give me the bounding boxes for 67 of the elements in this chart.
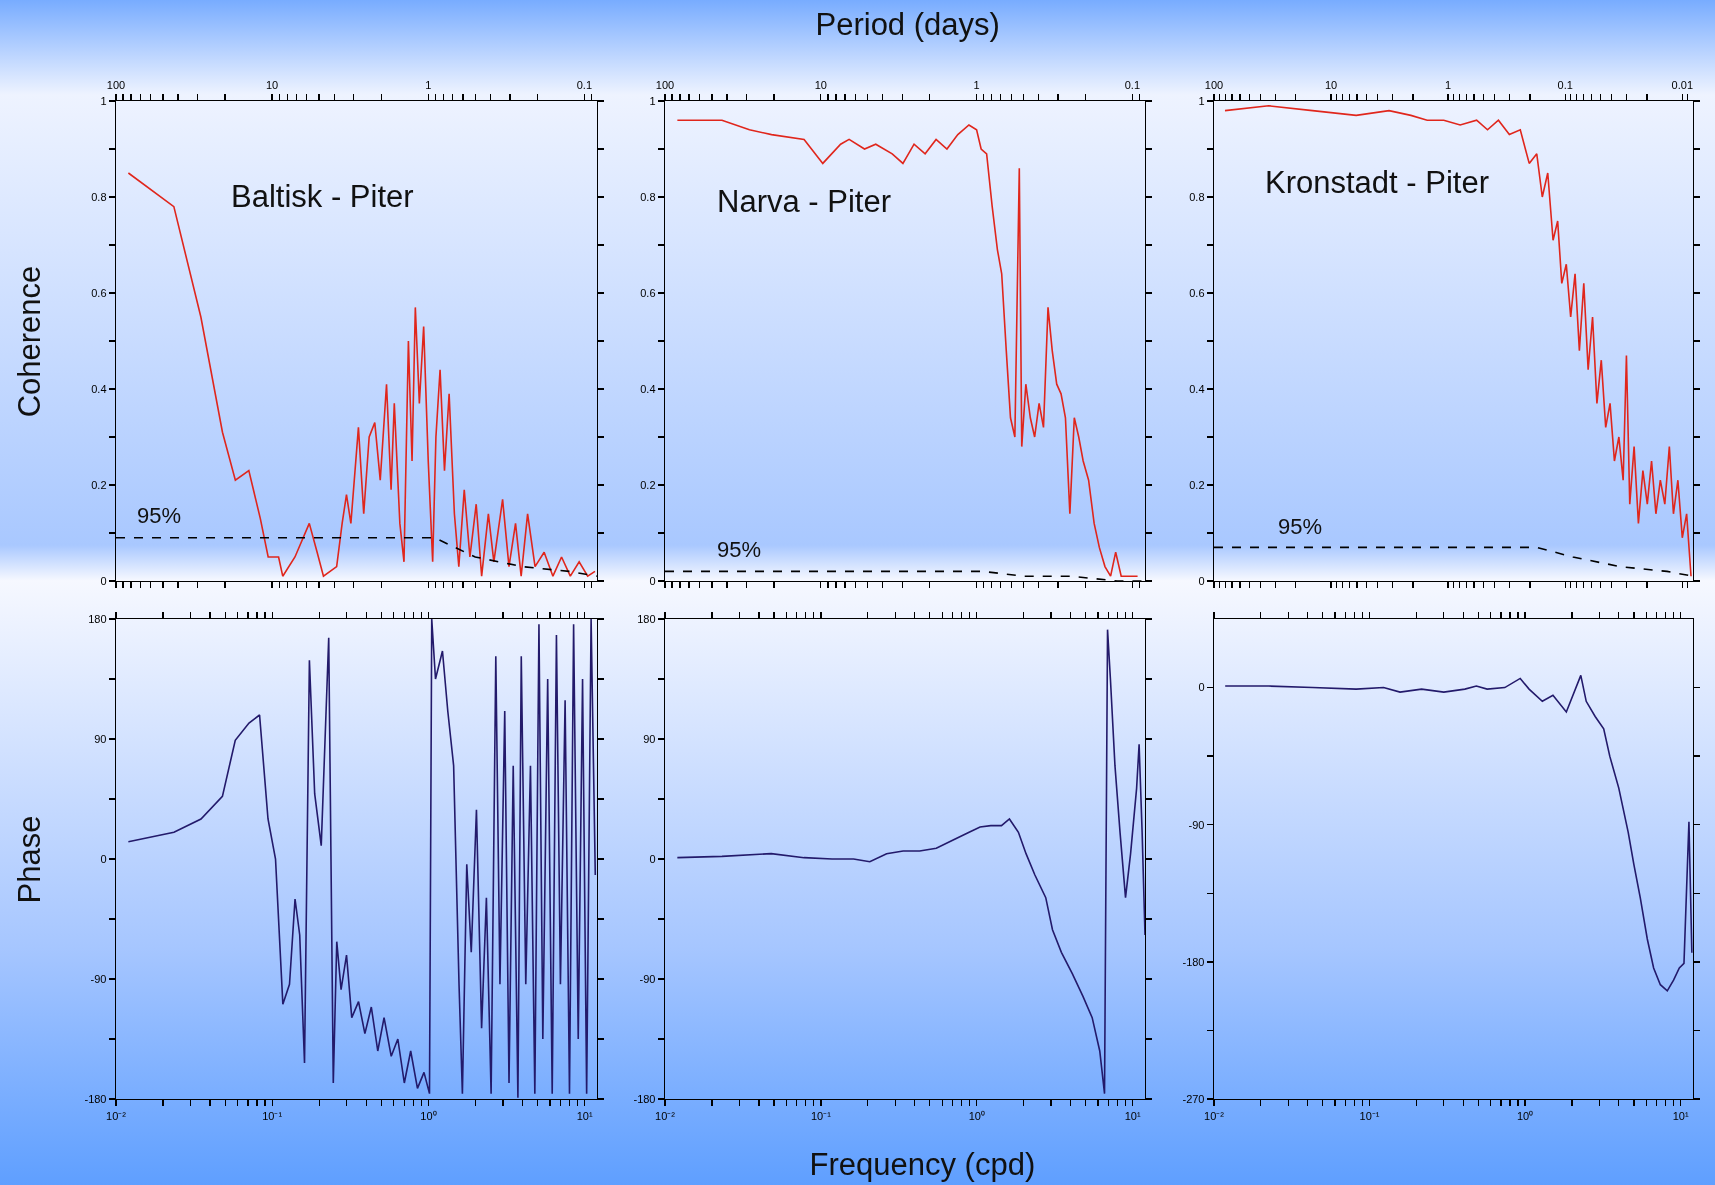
x-tick-label: 10⁻² <box>1204 1109 1225 1122</box>
x-tick-label: 10¹ <box>576 1109 593 1122</box>
y-tick-label: 0.2 <box>91 478 107 491</box>
x-tick-label: 10⁻² <box>655 1109 676 1122</box>
y-tick-label: 0.8 <box>1189 190 1205 203</box>
x-tick-label: 1 <box>973 79 980 92</box>
y-tick-label: -180 <box>1182 955 1205 968</box>
y-tick-label: -180 <box>633 1092 656 1105</box>
x-tick-label: 10⁰ <box>1516 1109 1534 1122</box>
x-tick-label: 0.01 <box>1671 79 1693 92</box>
text: Narva - Piter <box>717 184 891 219</box>
y-tick-label: 0.2 <box>640 478 656 491</box>
y-tick-label: 180 <box>637 612 656 625</box>
x-tick-label: 0.1 <box>1557 79 1573 92</box>
x-tick-label: 100 <box>1204 79 1224 92</box>
x-tick-label: 10⁰ <box>420 1109 437 1122</box>
x-tick-label: 10 <box>1324 79 1338 92</box>
x-tick-label: 0.1 <box>576 79 593 92</box>
y-axis-title: Phase <box>12 815 48 903</box>
y-tick-label: 0 <box>100 852 107 865</box>
y-tick-label: -90 <box>1188 818 1205 831</box>
y-tick-label: 0.6 <box>1189 286 1205 299</box>
y-tick-label: 0.4 <box>1189 382 1205 395</box>
x-tick-label: 10⁻¹ <box>810 1109 832 1122</box>
y-tick-label: -180 <box>84 1092 107 1105</box>
x-axis-title: Period (days) <box>815 6 1000 42</box>
annotation: 95% <box>137 503 182 528</box>
y-tick-label: -270 <box>1182 1092 1205 1105</box>
x-tick-label: 1 <box>425 79 432 92</box>
x-tick-label: 10 <box>265 79 279 92</box>
y-tick-label: -90 <box>639 972 656 985</box>
text: Baltisk - Piter <box>231 179 414 214</box>
y-tick-label: 0.2 <box>1189 478 1205 491</box>
x-tick-label: 0.1 <box>1124 79 1141 92</box>
y-tick-label: 0 <box>100 574 107 587</box>
y-tick-label: 0.6 <box>640 286 656 299</box>
annotation: 95% <box>1278 514 1323 539</box>
y-axis-title: Coherence <box>12 265 48 417</box>
x-tick-label: 10⁻¹ <box>262 1109 283 1122</box>
x-tick-label: 10¹ <box>1124 1109 1141 1122</box>
y-tick-label: 0.6 <box>91 286 107 299</box>
x-tick-label: 10 <box>814 79 827 92</box>
y-tick-label: 0 <box>1198 681 1205 694</box>
y-tick-label: 0 <box>649 852 656 865</box>
y-tick-label: 1 <box>100 94 107 107</box>
y-tick-label: -90 <box>90 972 107 985</box>
x-tick-label: 10⁻¹ <box>1359 1109 1380 1122</box>
x-tick-label: 10¹ <box>1672 1109 1689 1122</box>
y-tick-label: 0 <box>1198 574 1205 587</box>
y-tick-label: 0.4 <box>640 382 656 395</box>
y-tick-label: 1 <box>1198 94 1205 107</box>
x-tick-label: 100 <box>106 79 126 92</box>
annotation: 95% <box>717 537 762 562</box>
x-tick-label: 10⁻² <box>106 1109 127 1122</box>
y-tick-label: 90 <box>94 732 107 745</box>
y-tick-label: 0.8 <box>91 190 107 203</box>
x-tick-label: 10⁰ <box>968 1109 985 1122</box>
y-tick-label: 0.8 <box>640 190 656 203</box>
x-tick-label: 100 <box>655 79 675 92</box>
y-tick-label: 1 <box>649 94 656 107</box>
y-tick-label: 0.4 <box>91 382 107 395</box>
y-tick-label: 90 <box>643 732 656 745</box>
text: Kronstadt - Piter <box>1265 165 1489 200</box>
y-tick-label: 0 <box>649 574 656 587</box>
x-tick-label: 1 <box>1445 79 1452 92</box>
x-axis-title: Frequency (cpd) <box>809 1146 1036 1182</box>
y-tick-label: 180 <box>88 612 107 625</box>
